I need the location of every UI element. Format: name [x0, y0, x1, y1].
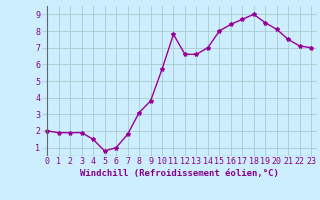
X-axis label: Windchill (Refroidissement éolien,°C): Windchill (Refroidissement éolien,°C) — [80, 169, 279, 178]
